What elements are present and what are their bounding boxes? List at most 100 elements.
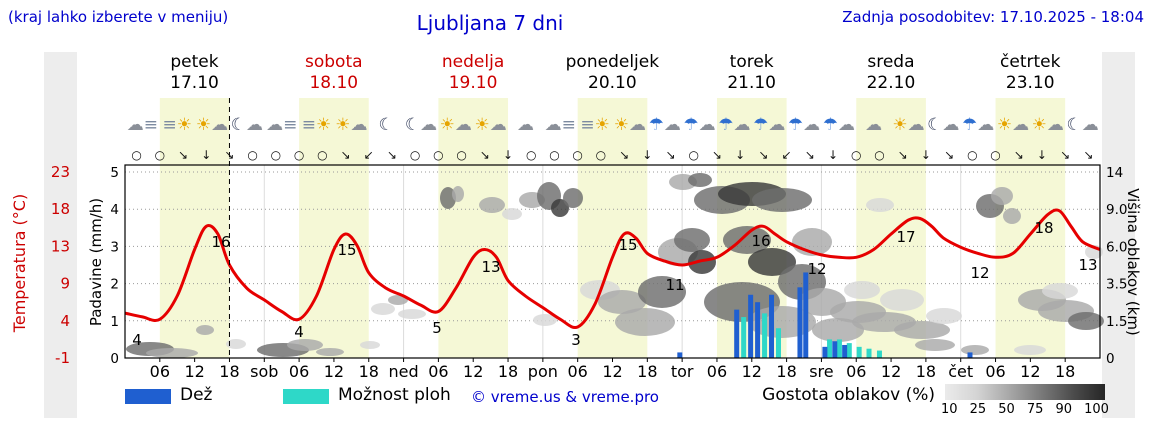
x-tick-label: 12 <box>184 362 204 381</box>
cloud-blob <box>1003 208 1021 224</box>
weather-icon: ≡☀ <box>162 115 192 135</box>
temp-value-label: 11 <box>665 276 684 294</box>
temperature-axis-label: Temperatura (°C) <box>10 193 29 333</box>
daylight-band <box>438 98 509 358</box>
wind-symbol: ↓ <box>828 148 838 162</box>
precip-tick: 5 <box>110 165 119 181</box>
cloud-height-tick: 9.0 <box>1106 202 1127 218</box>
cloud-blob <box>615 308 675 336</box>
temp-value-label: 3 <box>571 331 581 349</box>
day-date: 19.10 <box>448 73 498 93</box>
wind-symbol: ○ <box>874 148 884 162</box>
cloud-blob <box>440 187 456 209</box>
temp-tick: -1 <box>55 349 70 367</box>
cloud-blob <box>360 341 380 349</box>
x-tick-label: 18 <box>637 362 657 381</box>
precip-tick: 1 <box>110 314 119 330</box>
cloud-scale-value: 10 <box>941 402 958 417</box>
cloud-blob <box>674 228 710 252</box>
temp-value-label: 16 <box>751 232 770 250</box>
weather-icon: ☂☁ <box>788 115 820 135</box>
cloud-blob <box>371 303 395 315</box>
wind-symbol: ↘ <box>1014 148 1024 162</box>
cloud-blob <box>926 308 962 324</box>
rain-bar <box>822 346 828 358</box>
wind-symbol: ○ <box>155 148 165 162</box>
cloud-height-tick: 0 <box>1106 351 1115 367</box>
rain-bar <box>769 294 775 358</box>
wind-symbol: ↘ <box>1060 148 1070 162</box>
day-date: 23.10 <box>1005 73 1055 93</box>
day-date: 18.10 <box>309 73 359 93</box>
x-tick-label: 06 <box>289 362 309 381</box>
rain-bar <box>748 294 754 358</box>
wind-symbol: ○ <box>433 148 443 162</box>
day-date: 17.10 <box>170 73 219 93</box>
wind-symbol: ○ <box>271 148 281 162</box>
cloud-density-scale <box>945 384 1105 400</box>
temp-value-label: 15 <box>337 241 356 259</box>
copyright-link[interactable]: © vreme.us & vreme.pro <box>471 388 659 406</box>
weather-icon: ☁≡ <box>545 115 576 135</box>
shower-bar <box>762 313 768 358</box>
cloud-blob <box>479 197 505 213</box>
x-tick-label: 12 <box>602 362 622 381</box>
wind-symbol: ○ <box>456 148 466 162</box>
cloud-blob <box>146 348 198 358</box>
weather-icon: ☾☁ <box>405 115 437 135</box>
precip-tick: 3 <box>110 239 119 255</box>
wind-symbol: ↓ <box>201 148 211 162</box>
temp-tick: 4 <box>60 312 70 330</box>
cloud-blob <box>844 281 880 299</box>
cloud-blob <box>1014 345 1046 355</box>
rain-bar <box>755 302 761 358</box>
day-header: sobota 18.10 <box>264 52 403 94</box>
weather-icon: ☂☁ <box>718 115 750 135</box>
cloud-blob <box>812 318 864 342</box>
shower-bar <box>876 350 882 358</box>
temp-tick: 9 <box>60 275 70 293</box>
wind-symbol: ○ <box>596 148 606 162</box>
daylight-band <box>299 98 369 358</box>
precip-tick: 2 <box>110 277 119 293</box>
cloud-blob <box>1068 312 1104 330</box>
x-tick-label: 06 <box>567 362 587 381</box>
wind-symbol: ↘ <box>480 148 490 162</box>
weather-icon: ☁≡ <box>127 115 158 135</box>
cloud-blob <box>452 186 464 202</box>
wind-symbol: ↘ <box>341 148 351 162</box>
x-tick-label: tor <box>671 362 694 381</box>
temp-tick: 18 <box>51 200 70 218</box>
left-axis-band <box>44 52 77 418</box>
cloud-blob <box>388 295 408 305</box>
shower-bar <box>836 339 842 358</box>
cloud-blob <box>752 188 812 212</box>
cloud-blob <box>991 187 1013 205</box>
cloud-blob <box>287 339 323 351</box>
cloud-blob <box>915 339 955 351</box>
temp-value-label: 12 <box>970 264 989 282</box>
x-tick-label: 06 <box>846 362 866 381</box>
rain-bar <box>967 352 973 358</box>
x-tick-label: 06 <box>428 362 448 381</box>
weather-icon: ☀☁ <box>614 115 646 135</box>
weather-icon: ☀☁ <box>440 115 472 135</box>
x-tick-label: 06 <box>150 362 170 381</box>
showers-legend-swatch <box>283 389 329 404</box>
daylight-band <box>159 98 230 358</box>
x-tick-label: 12 <box>881 362 901 381</box>
wind-symbol: ↘ <box>944 148 954 162</box>
cloud-blob <box>688 173 712 187</box>
day-name: torek <box>729 52 774 72</box>
weather-icon: ☁ <box>517 115 534 135</box>
day-header: sreda 22.10 <box>821 52 960 94</box>
shower-bar <box>846 343 852 358</box>
temp-value-label: 4 <box>294 323 304 341</box>
temp-value-label: 18 <box>1034 219 1053 237</box>
wind-symbol: ↓ <box>1037 148 1047 162</box>
wind-symbol: ○ <box>572 148 582 162</box>
day-header: torek 21.10 <box>682 52 821 94</box>
weather-icon: ☀☁ <box>1032 115 1064 135</box>
